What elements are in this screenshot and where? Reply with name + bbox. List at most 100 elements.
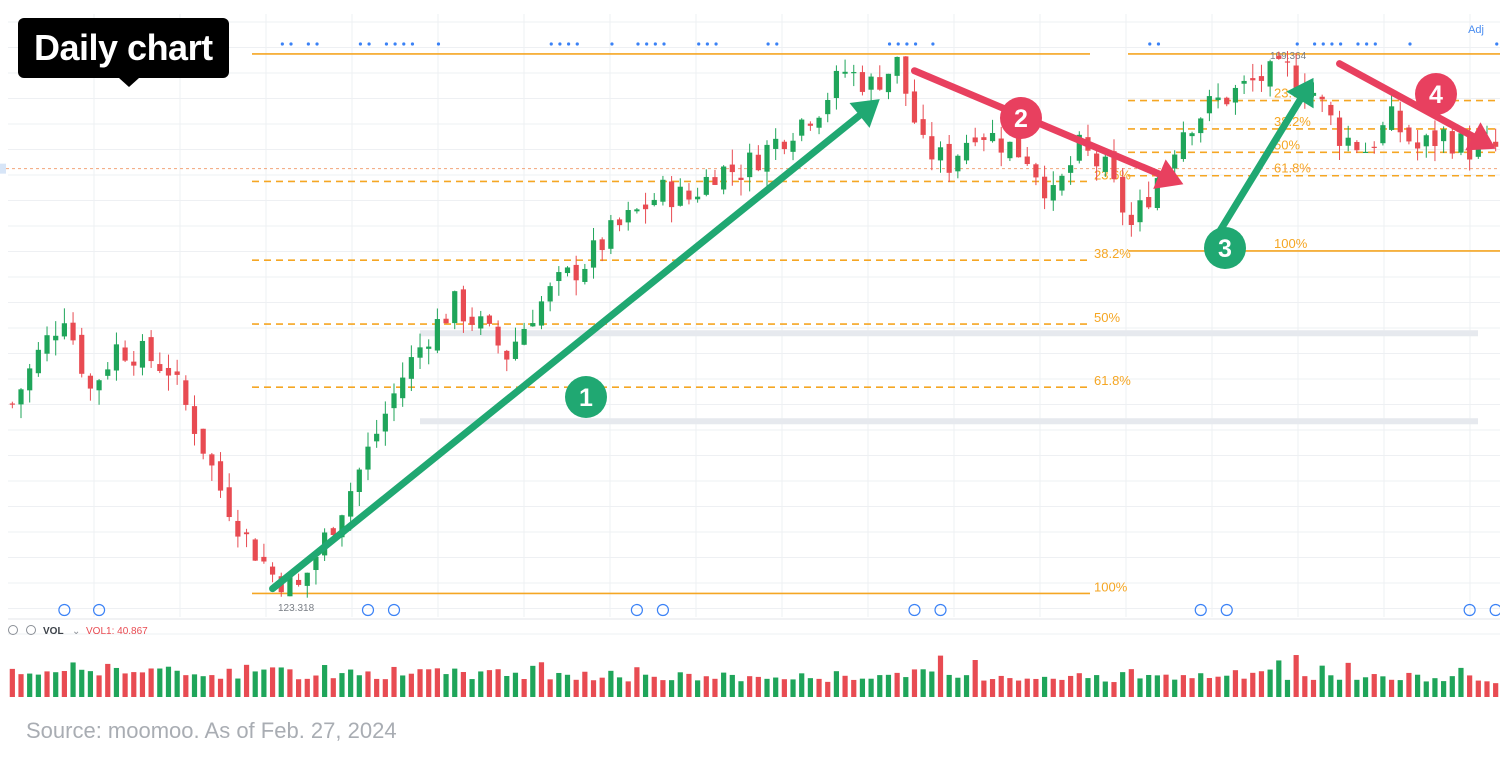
candle-body [599,239,605,251]
volume-bar [937,655,944,697]
volume-bar [356,675,362,697]
candle-body [1015,136,1022,158]
signal-dot [1312,42,1317,46]
volume-bar [1059,679,1065,697]
signal-dot [1365,42,1369,46]
candle-body [183,380,189,405]
signal-dot [697,42,701,46]
candle-body [391,393,397,409]
candle-body [1267,61,1273,87]
grid-layer [8,14,1500,635]
candle-body [877,77,883,90]
earnings-event-icon [387,603,401,617]
signal-dot [384,42,389,46]
signal-dot [566,42,571,46]
trend-badge-label-2: 2 [1014,105,1028,133]
volume-bar [252,671,258,697]
candle-body [1406,127,1412,142]
candle-body [400,377,406,399]
volume-bar [1050,678,1056,697]
volume-bar [1033,678,1039,697]
candle-body [547,286,553,302]
volume-bar [261,669,267,697]
trend-arrow-1-head [849,99,880,128]
candle-body [113,344,120,371]
trend-arrow-4-head [1465,122,1496,151]
candle-body [9,403,15,405]
candle-body [478,316,484,329]
candle-body [122,347,128,361]
earnings-event-icon [1463,603,1476,617]
volume-bar [955,677,961,697]
trend-badge-4 [1415,73,1457,115]
candle-body [1215,97,1221,101]
candle-body [504,350,510,360]
candle-body [512,341,519,359]
volume-bar [200,676,206,697]
volume-bar [1102,681,1108,697]
volume-bar [1388,679,1395,697]
volume-bar [521,679,527,697]
candle-body [79,334,85,374]
adj-button[interactable]: Adj [1468,24,1484,36]
volume-bar [1319,665,1325,697]
candle-body [1441,129,1447,142]
volume-bar [859,678,866,697]
signal-dot [1408,42,1412,46]
earnings-event-icon [1194,603,1207,617]
trend-badge-label-3: 3 [1218,235,1232,263]
volume-bar [1007,678,1013,697]
candle-body [530,323,536,327]
candle-body [686,190,692,200]
volume-bar [1137,678,1143,697]
volume-bar [486,670,493,697]
volume-bar [105,663,111,697]
candle-body [1241,80,1247,84]
candle-body [1189,133,1195,137]
volume-bar [9,668,15,697]
volume-bar [348,669,354,697]
candle-body [44,335,50,354]
candle-body [209,454,215,466]
candle-body [27,368,33,391]
candle-body [1258,76,1265,81]
low-price-label: 123.318 [278,603,315,614]
volume-indicator-label: VOL [43,626,64,637]
volume-bar [1172,679,1178,697]
candle-body [1397,110,1403,133]
trend-badge-3 [1204,227,1246,269]
candle-body [374,433,380,442]
volume-bar [460,672,467,697]
signal-dot [306,42,310,46]
volume-bar [27,673,33,697]
volume-bar [1362,677,1369,697]
candle-body [642,204,649,210]
candle-body [695,196,701,200]
volume-bar [608,670,614,697]
volume-bar [1276,660,1282,697]
signal-dot [1295,42,1299,46]
volume-bar [668,680,675,697]
volume-bar [131,672,137,697]
earnings-event-icon [58,603,71,617]
volume-bar [1284,679,1291,697]
earnings-event-icon [1489,603,1500,617]
earnings-event-icon [630,603,643,617]
candle-body [426,346,432,349]
candle-body [105,369,111,376]
candle-body [1380,125,1386,144]
candle-body [174,371,180,375]
high-price-label: 199.364 [1270,51,1307,62]
volume-bar [721,672,727,697]
signal-dot [775,42,779,46]
volume-bar [1397,680,1403,697]
volume-bar [530,665,536,697]
volume-bar [1432,678,1438,697]
candle-body [269,566,276,575]
volume-layer [9,655,1499,697]
candle-body [35,349,41,374]
candle-body [1172,154,1178,169]
volume-bar [452,668,458,697]
volume-bar [469,679,475,697]
volume-bar [1354,679,1360,697]
